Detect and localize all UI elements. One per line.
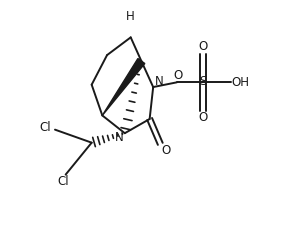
Text: O: O bbox=[198, 40, 208, 53]
Text: O: O bbox=[198, 111, 208, 124]
Text: H: H bbox=[126, 10, 135, 23]
Text: N: N bbox=[155, 75, 164, 88]
Text: Cl: Cl bbox=[39, 121, 51, 134]
Text: O: O bbox=[161, 144, 171, 157]
Text: O: O bbox=[173, 69, 183, 82]
Text: N: N bbox=[115, 131, 123, 144]
Text: Cl: Cl bbox=[57, 175, 69, 188]
Text: S: S bbox=[199, 75, 206, 88]
Text: OH: OH bbox=[232, 76, 250, 89]
Polygon shape bbox=[102, 59, 145, 115]
